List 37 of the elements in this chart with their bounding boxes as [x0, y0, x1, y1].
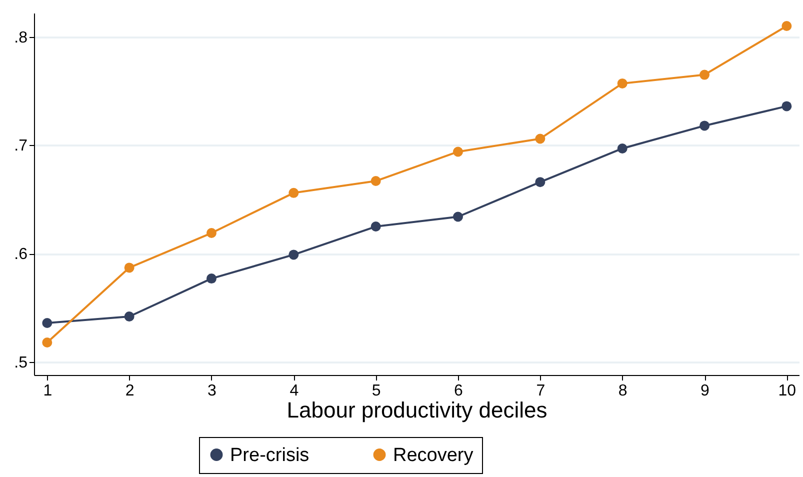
x-tick-label: 7 — [536, 382, 546, 400]
y-tick-label: .8 — [14, 29, 28, 46]
point — [288, 250, 299, 260]
point — [452, 212, 463, 222]
x-tick-label: 3 — [208, 382, 217, 400]
point — [370, 176, 381, 186]
point — [288, 188, 299, 198]
point — [700, 120, 710, 131]
point — [782, 21, 792, 31]
x-tick-label: 2 — [125, 382, 134, 400]
x-tick-label: 1 — [43, 382, 52, 400]
point — [42, 337, 52, 348]
point — [617, 78, 628, 88]
point — [617, 143, 628, 154]
x-tick-label: 6 — [454, 382, 464, 400]
x-tick-label: 9 — [700, 382, 710, 400]
point — [206, 228, 216, 238]
x-tick-label: 5 — [372, 382, 381, 400]
x-axis-title: Labour productivity deciles — [286, 398, 548, 422]
point — [124, 311, 134, 322]
point — [370, 222, 381, 232]
legend-label: Pre-crisis — [230, 444, 310, 466]
x-tick-label: 4 — [290, 382, 299, 400]
x-tick-label: 10 — [778, 382, 796, 400]
x-tick-label: 8 — [618, 382, 628, 400]
y-tick-label: .6 — [14, 246, 28, 264]
y-tick-label: .7 — [14, 138, 28, 155]
point — [535, 134, 546, 144]
point — [452, 146, 463, 157]
point — [124, 262, 134, 273]
point — [535, 177, 546, 188]
point — [206, 274, 216, 284]
point — [42, 318, 52, 328]
legend-label: Recovery — [393, 444, 474, 466]
y-tick-label: .5 — [14, 354, 28, 372]
point — [782, 101, 792, 112]
point — [700, 70, 710, 80]
